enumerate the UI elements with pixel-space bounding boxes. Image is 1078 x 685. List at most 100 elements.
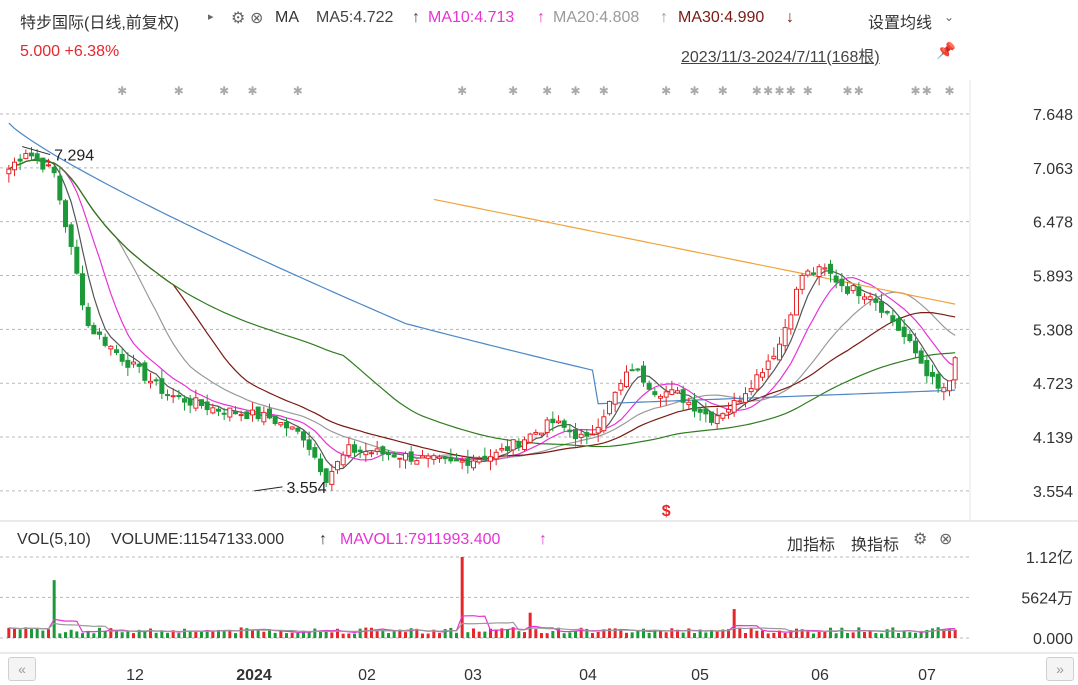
candle-body xyxy=(227,407,233,418)
volume-bar xyxy=(415,628,419,638)
x-tick-label: 06 xyxy=(811,667,829,684)
volume-bar xyxy=(863,632,866,638)
add-indicator-button[interactable]: 加指标 xyxy=(787,537,836,554)
candle-body xyxy=(91,324,97,335)
candle-body xyxy=(754,374,760,390)
candle-body xyxy=(839,278,845,287)
candle-body xyxy=(692,399,697,412)
vol-label[interactable]: VOL(5,10) xyxy=(17,531,91,548)
candle-body xyxy=(357,449,363,453)
candle-body xyxy=(669,389,675,395)
scroll-right-button[interactable]: » xyxy=(1046,657,1074,681)
settings-ma-button[interactable]: 设置均线 xyxy=(868,15,933,32)
candle-body xyxy=(471,460,476,469)
candle-body xyxy=(748,388,754,393)
volume-bar xyxy=(103,631,107,638)
candle-body xyxy=(590,433,595,436)
candle-body xyxy=(131,361,136,365)
candle-body xyxy=(68,224,74,247)
volume-bar xyxy=(47,629,50,638)
volume-bar xyxy=(358,628,362,638)
candle-body xyxy=(346,444,352,456)
volume-bar xyxy=(608,628,611,638)
volume-bar xyxy=(642,628,645,638)
price-change-label: 5.000 +6.38% xyxy=(20,43,120,60)
volume-bar xyxy=(251,629,254,638)
candle-body xyxy=(420,455,425,459)
mavol2-line xyxy=(8,621,956,633)
volume-bar xyxy=(387,633,390,638)
title-menu-triangle-icon[interactable]: ▸ xyxy=(208,11,214,23)
candle-body xyxy=(935,373,941,389)
candle-body xyxy=(890,315,896,323)
close-circle-icon[interactable]: ⊗ xyxy=(939,531,953,548)
volume-bar xyxy=(409,628,413,638)
pin-icon[interactable]: 📌 xyxy=(936,43,956,60)
candle-body xyxy=(612,391,618,405)
volume-bar xyxy=(160,631,164,638)
ma20-arrow-icon: ↑ xyxy=(660,9,668,26)
candle-body xyxy=(142,362,148,381)
candle-body xyxy=(454,459,459,462)
volume-bar xyxy=(234,633,237,638)
switch-indicator-button[interactable]: 换指标 xyxy=(851,537,900,554)
volume-bar xyxy=(630,632,634,638)
annotation-pointer xyxy=(22,146,51,156)
volume-tick-label: 5624万 xyxy=(1021,590,1073,607)
volume-tick-label: 1.12亿 xyxy=(1026,549,1073,567)
volume-bar xyxy=(823,631,827,638)
price-tick-label: 7.648 xyxy=(1033,107,1073,124)
gear-icon[interactable]: ⚙ xyxy=(913,531,928,548)
candle-body xyxy=(437,456,442,459)
ma30-line xyxy=(8,159,956,460)
candle-body xyxy=(397,457,403,460)
volume-bar xyxy=(653,629,657,638)
volume-bar xyxy=(744,633,747,638)
scroll-left-button[interactable]: « xyxy=(8,657,36,681)
ma5-arrow-icon: ↑ xyxy=(412,9,420,26)
volume-bar xyxy=(908,632,912,638)
volume-bar xyxy=(721,629,725,638)
volume-bar xyxy=(534,629,538,638)
volume-bar xyxy=(602,629,606,638)
volume-bar xyxy=(455,632,458,638)
volume-bar xyxy=(619,629,623,638)
volume-bar xyxy=(931,628,934,638)
volume-bar xyxy=(789,630,793,638)
date-range-label[interactable]: 2023/11/3-2024/7/11(168根) xyxy=(681,49,880,66)
candle-body xyxy=(34,153,40,161)
candle-body xyxy=(74,246,80,274)
volume-bar xyxy=(517,631,521,638)
volume-bar xyxy=(211,630,215,638)
volume-bar xyxy=(506,629,509,638)
candle-body xyxy=(845,286,850,294)
volume-bar xyxy=(936,627,940,638)
volume-bar xyxy=(115,631,118,638)
volume-bar xyxy=(290,632,294,638)
volume-bar xyxy=(897,632,900,638)
gear-icon[interactable]: ⚙ xyxy=(231,10,246,27)
chart-title[interactable]: 特步国际(日线,前复权) xyxy=(20,15,180,32)
candle-body xyxy=(414,460,420,465)
volume-bar xyxy=(98,627,101,638)
candle-body xyxy=(618,383,624,391)
volume-bar xyxy=(868,630,872,638)
volume-bar xyxy=(681,632,685,638)
x-tick-label: 03 xyxy=(464,667,482,684)
volume-bar xyxy=(285,633,288,638)
volume-bar xyxy=(568,632,572,638)
candle-body xyxy=(856,286,862,297)
volume-bar xyxy=(545,633,549,638)
volume-bar xyxy=(75,631,79,638)
candle-body xyxy=(465,458,471,466)
close-circle-icon[interactable]: ⊗ xyxy=(250,10,264,27)
volume-bar xyxy=(817,630,821,638)
volume-bar xyxy=(375,631,379,638)
volume-bar xyxy=(953,629,957,638)
x-tick-label: 12 xyxy=(126,667,144,684)
ma60-line xyxy=(8,159,956,448)
candle-body xyxy=(833,275,839,283)
volume-bar xyxy=(228,630,232,638)
volume-bar xyxy=(738,628,742,638)
chevron-down-icon[interactable]: ⌄ xyxy=(944,10,955,24)
